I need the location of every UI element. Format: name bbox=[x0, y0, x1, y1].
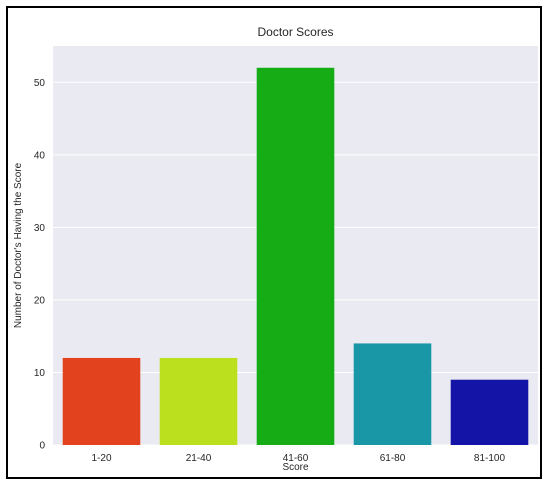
x-tick-label: 1-20 bbox=[91, 453, 111, 464]
bar-21-40 bbox=[159, 357, 238, 445]
bar-1-20 bbox=[62, 357, 141, 445]
y-tick-label: 10 bbox=[34, 368, 46, 379]
chart-title: Doctor Scores bbox=[257, 25, 333, 39]
chart-frame: 0 10 20 30 40 50 1-20 21-40 41-60 61-80 81-100 Do… bbox=[6, 6, 542, 479]
y-tick-label: 20 bbox=[34, 295, 46, 306]
x-tick-labels: 1-20 21-40 41-60 61-80 81-100 bbox=[91, 453, 505, 464]
x-tick-label: 61-80 bbox=[380, 453, 406, 464]
bars bbox=[62, 67, 529, 445]
y-tick-label: 40 bbox=[34, 150, 46, 161]
y-tick-labels: 0 10 20 30 40 50 bbox=[34, 78, 46, 452]
bar-61-80 bbox=[353, 343, 432, 445]
x-tick-label: 21-40 bbox=[186, 453, 212, 464]
y-tick-label: 30 bbox=[34, 223, 46, 234]
bar-81-100 bbox=[450, 379, 529, 445]
y-axis-label: Number of Doctor's Having the Score bbox=[13, 162, 24, 328]
x-tick-label: 81-100 bbox=[474, 453, 506, 464]
bar-41-60 bbox=[256, 67, 335, 445]
y-tick-label: 50 bbox=[34, 78, 46, 89]
x-axis-label: Score bbox=[282, 462, 309, 473]
bar-chart: 0 10 20 30 40 50 1-20 21-40 41-60 61-80 81-100 Do… bbox=[13, 25, 538, 473]
x-tick-label: 41-60 bbox=[283, 453, 309, 464]
y-tick-label: 0 bbox=[39, 441, 45, 452]
